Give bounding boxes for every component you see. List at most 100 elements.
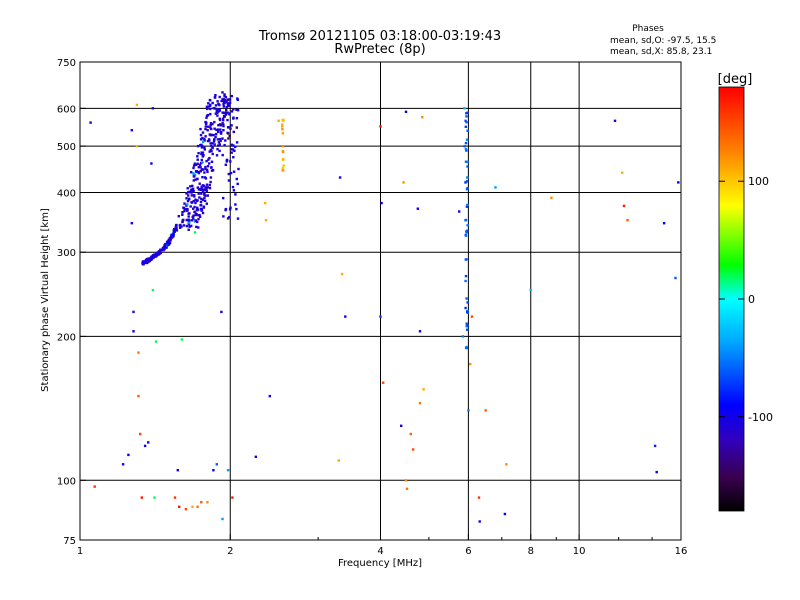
data-point xyxy=(224,113,228,116)
data-point xyxy=(613,119,617,122)
data-point xyxy=(130,129,133,132)
data-point xyxy=(218,108,221,112)
data-point xyxy=(209,176,213,179)
data-point xyxy=(344,315,347,318)
data-point xyxy=(478,520,481,523)
data-point xyxy=(197,192,200,195)
data-point xyxy=(225,108,228,112)
data-point xyxy=(503,512,507,516)
data-point xyxy=(234,203,237,206)
data-point xyxy=(201,131,205,134)
data-point xyxy=(213,120,216,124)
data-point xyxy=(194,201,197,205)
data-point xyxy=(183,202,186,205)
data-point xyxy=(221,91,224,94)
data-point xyxy=(201,136,204,140)
data-point xyxy=(207,102,210,105)
x-tick-label: 16 xyxy=(675,546,688,557)
data-point xyxy=(465,297,468,300)
data-point xyxy=(208,139,211,142)
data-point xyxy=(185,207,188,211)
data-point xyxy=(228,98,231,101)
data-point xyxy=(184,508,188,511)
data-point xyxy=(218,103,221,107)
data-point xyxy=(254,455,257,458)
data-point xyxy=(187,228,190,231)
data-point xyxy=(206,107,209,111)
data-point xyxy=(338,176,342,179)
data-point xyxy=(204,122,208,125)
data-point xyxy=(215,111,218,114)
data-point xyxy=(222,196,225,200)
data-point xyxy=(281,118,284,122)
data-point xyxy=(187,194,190,197)
data-point xyxy=(209,112,212,116)
data-point xyxy=(466,129,469,132)
data-point xyxy=(404,479,408,482)
data-point xyxy=(210,144,213,148)
data-point xyxy=(466,310,469,313)
data-point xyxy=(180,338,184,341)
data-point xyxy=(201,155,204,158)
data-point xyxy=(224,111,228,114)
data-point xyxy=(229,127,232,130)
x-axis-label: Frequency [MHz] xyxy=(338,558,422,569)
data-point xyxy=(226,111,229,114)
data-point xyxy=(218,149,221,153)
data-point xyxy=(187,223,190,226)
data-point xyxy=(196,155,199,158)
data-point xyxy=(224,95,227,99)
data-point xyxy=(201,145,204,148)
data-point xyxy=(268,394,271,398)
data-point xyxy=(225,160,228,163)
data-point xyxy=(235,177,238,181)
data-point xyxy=(181,220,184,223)
data-point xyxy=(201,151,205,154)
data-point xyxy=(167,241,170,245)
data-point xyxy=(653,444,657,448)
data-point xyxy=(185,218,188,222)
data-point xyxy=(200,187,203,190)
data-point xyxy=(210,127,213,131)
data-point xyxy=(148,258,151,261)
data-point xyxy=(221,517,224,521)
data-point xyxy=(177,215,180,218)
data-point xyxy=(192,207,195,210)
x-tick-label: 1 xyxy=(77,546,83,557)
data-point xyxy=(207,105,210,108)
data-point xyxy=(153,496,156,499)
data-point xyxy=(228,208,232,211)
data-point xyxy=(209,104,212,108)
data-point xyxy=(466,324,469,327)
data-point xyxy=(198,163,202,166)
data-point xyxy=(218,123,222,126)
data-point xyxy=(217,144,220,147)
data-point xyxy=(214,135,217,139)
data-point xyxy=(196,162,199,165)
data-point xyxy=(200,158,203,162)
data-point xyxy=(221,98,224,101)
data-point xyxy=(164,242,167,246)
data-point xyxy=(141,261,145,264)
data-point xyxy=(469,362,472,366)
data-point xyxy=(230,110,234,113)
data-point xyxy=(466,111,469,114)
data-point xyxy=(466,176,469,179)
data-point xyxy=(186,203,189,206)
data-point xyxy=(154,340,158,343)
data-point xyxy=(221,137,224,140)
data-point xyxy=(505,463,508,466)
data-point xyxy=(206,129,209,132)
data-point xyxy=(224,163,227,166)
data-point xyxy=(264,219,268,222)
data-point xyxy=(163,244,166,247)
data-point xyxy=(152,256,155,259)
data-point xyxy=(188,190,191,194)
data-point xyxy=(146,260,150,264)
data-point xyxy=(281,150,285,154)
data-point xyxy=(282,169,285,172)
data-point xyxy=(188,225,191,228)
data-point xyxy=(466,186,469,190)
data-point xyxy=(236,217,240,220)
data-point xyxy=(200,185,203,188)
